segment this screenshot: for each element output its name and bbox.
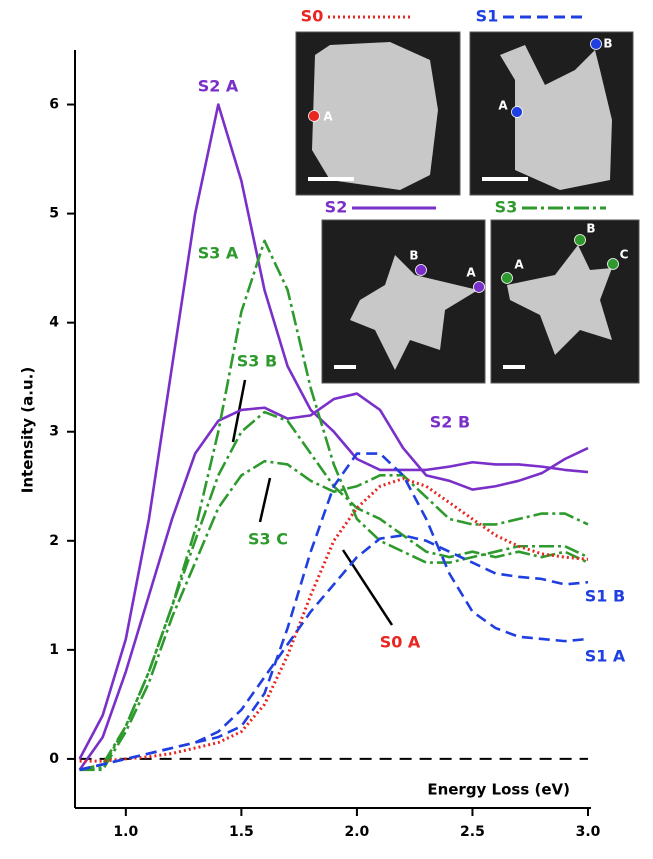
- series-label: S1 A: [585, 647, 626, 666]
- point-label: A: [498, 99, 508, 113]
- x-tick-label: 1.0: [113, 824, 138, 840]
- series-line: [79, 452, 589, 772]
- y-tick-label: 1: [49, 642, 59, 658]
- series-line: [78, 103, 589, 760]
- point-marker: [308, 110, 320, 122]
- scale-bar: [308, 177, 354, 181]
- series-line: [79, 534, 589, 772]
- pointer: [258, 477, 272, 523]
- point-label: B: [409, 249, 418, 263]
- scale-bar: [482, 177, 528, 181]
- y-tick-label: 5: [49, 206, 59, 222]
- particle: [350, 255, 478, 370]
- scale-bar: [503, 365, 525, 369]
- series-label: S0 A: [380, 633, 421, 652]
- particle: [312, 42, 438, 190]
- x-axis-label: Energy Loss (eV): [427, 781, 570, 799]
- point-label: A: [323, 110, 333, 124]
- inset-label: S1: [476, 7, 499, 26]
- y-axis-label: Intensity (a.u.): [19, 367, 37, 493]
- inset-label: S2: [325, 198, 348, 217]
- point-marker: [415, 264, 427, 276]
- point-label: B: [603, 37, 612, 51]
- series-line: [79, 239, 589, 772]
- point-marker: [574, 234, 586, 246]
- point-marker: [501, 272, 513, 284]
- point-marker: [590, 38, 602, 50]
- series-label: S2 B: [430, 413, 470, 432]
- series-label: S3 A: [198, 244, 239, 263]
- series-line: [78, 392, 589, 771]
- y-tick-label: 3: [49, 424, 59, 440]
- inset-label: S0: [301, 7, 324, 26]
- point-label: A: [514, 258, 524, 272]
- y-tick-label: 4: [49, 315, 59, 331]
- series-label: S3 C: [248, 530, 288, 549]
- y-tick-label: 2: [49, 533, 59, 549]
- point-label: A: [466, 266, 476, 280]
- x-tick-label: 2.5: [460, 824, 485, 840]
- point-label: C: [620, 248, 629, 262]
- series-line: [79, 459, 589, 772]
- x-tick-label: 3.0: [576, 824, 601, 840]
- series-label: S2 A: [198, 77, 239, 96]
- point-marker: [511, 106, 523, 118]
- point-marker: [473, 281, 485, 293]
- y-tick-label: 0: [49, 751, 59, 767]
- particle: [507, 245, 612, 355]
- point-marker: [607, 258, 619, 270]
- pointer: [341, 549, 394, 626]
- inset-label: S3: [495, 198, 518, 217]
- x-tick-label: 2.0: [345, 824, 370, 840]
- series-label: S3 B: [237, 352, 277, 371]
- series-label: S1 B: [585, 587, 625, 606]
- x-tick-label: 1.5: [229, 824, 254, 840]
- scale-bar: [334, 365, 356, 369]
- y-tick-label: 6: [49, 97, 59, 113]
- point-label: B: [586, 222, 595, 236]
- series-line: [79, 477, 589, 763]
- particle: [500, 45, 612, 190]
